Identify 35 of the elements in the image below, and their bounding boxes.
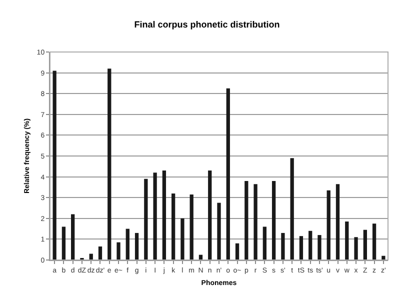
- bar: [134, 232, 139, 260]
- bar: [244, 180, 248, 260]
- bar: [281, 232, 285, 260]
- bar: [299, 236, 304, 260]
- bar: [144, 178, 148, 260]
- bar: [71, 214, 75, 260]
- bar: [108, 68, 112, 260]
- bar: [62, 226, 66, 260]
- bar: [126, 228, 130, 260]
- bar: [217, 202, 221, 260]
- bar: [208, 170, 212, 260]
- bar: [272, 180, 276, 260]
- bar: [254, 184, 258, 260]
- bar: [363, 230, 367, 260]
- bar: [162, 170, 166, 260]
- bar: [326, 190, 330, 260]
- bar: [318, 235, 322, 260]
- bar: [116, 242, 120, 260]
- bar: [226, 88, 230, 260]
- bar: [262, 226, 266, 260]
- bar: [372, 224, 376, 260]
- chart-title: Final corpus phonetic distribution: [134, 20, 280, 30]
- bar: [354, 237, 358, 260]
- bar: [235, 243, 240, 260]
- bar: [180, 218, 184, 260]
- bar: [153, 172, 157, 260]
- bar: [290, 158, 294, 260]
- bar: [345, 222, 349, 260]
- bar: [98, 246, 102, 260]
- bar: [190, 194, 194, 260]
- bar: [52, 70, 56, 260]
- bar: [382, 256, 386, 260]
- bar: [172, 193, 176, 260]
- bar: [308, 230, 312, 260]
- bar: [336, 184, 340, 260]
